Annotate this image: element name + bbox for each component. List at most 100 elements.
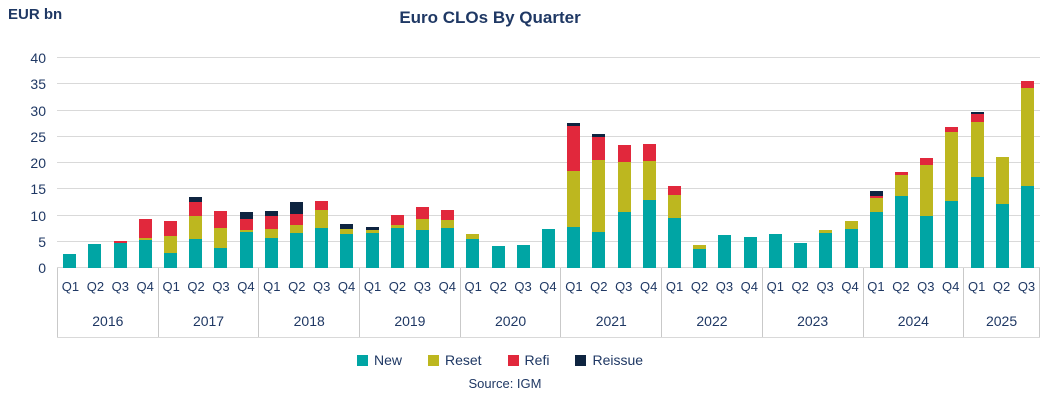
bar-segment-reset [869, 198, 883, 212]
year-group-labels-2016: Q1 Q2 Q3 Q4 2016 [57, 268, 159, 337]
year-group-bars-2023 [763, 58, 864, 268]
bar-segment-reset [894, 175, 908, 196]
bar-segment-refi [189, 201, 203, 217]
year-tick-label: 2017 [192, 313, 225, 330]
bar-segment-new [768, 233, 782, 268]
bar-slot [107, 58, 132, 268]
bar-segment-new [592, 232, 606, 268]
bar-segment-new [491, 246, 505, 268]
stacked-bar-2020-Q1 [466, 233, 480, 268]
bar-segment-new [63, 253, 77, 268]
stacked-bar-2017-Q4 [239, 212, 253, 268]
year-tick-label: 2016 [92, 313, 124, 330]
quarter-tick-label: Q3 [1017, 279, 1036, 295]
bar-segment-refi [315, 200, 329, 211]
quarter-labels-row: Q1 Q2 Q3 Q4 [159, 268, 259, 305]
bar-slot [738, 58, 763, 268]
bar-segment-refi [668, 185, 682, 196]
bar-segment-new [113, 243, 127, 268]
stacked-bar-2018-Q1 [264, 211, 278, 268]
bar-slot [158, 58, 183, 268]
bar-segment-reset [1020, 87, 1034, 186]
bar-segment-reissue [365, 227, 379, 231]
bar-segment-reset [138, 237, 152, 241]
bar-segment-new [189, 239, 203, 268]
year-group-labels-2023: Q1 Q2 Q3 Q4 2023 [763, 268, 864, 337]
quarter-tick-label: Q4 [136, 279, 154, 295]
quarter-tick-label: Q4 [740, 279, 759, 295]
year-group-bars-2020 [460, 58, 561, 268]
gridline [57, 83, 1040, 85]
bar-segment-refi [945, 126, 959, 132]
quarter-tick-label: Q4 [639, 279, 658, 295]
bar-segment-reset [340, 229, 354, 234]
bar-slot [637, 58, 662, 268]
bar-slot [309, 58, 334, 268]
bar-slot [460, 58, 485, 268]
bar-segment-reset [315, 210, 329, 229]
quarter-labels-row: Q1 Q2 Q3 Q4 [461, 268, 561, 305]
year-tick-label: 2021 [595, 313, 627, 330]
bar-segment-reissue [239, 212, 253, 220]
quarter-labels-row: Q1 Q2 Q3 [964, 268, 1039, 305]
bar-slot [385, 58, 410, 268]
bar-segment-new [567, 227, 581, 268]
bar-slot [259, 58, 284, 268]
legend-swatch-new-icon [356, 354, 368, 366]
bar-slot [208, 58, 233, 268]
stacked-bar-2021-Q4 [642, 143, 656, 268]
quarter-tick-label: Q4 [942, 279, 960, 295]
y-tick-label: 0 [38, 260, 46, 276]
gridline [57, 135, 1040, 137]
bar-segment-refi [567, 126, 581, 172]
year-group-labels-2021: Q1 Q2 Q3 Q4 2021 [561, 268, 663, 337]
y-tick-label: 20 [30, 155, 46, 171]
bars-layer [57, 58, 1040, 268]
bar-segment-reissue [189, 197, 203, 202]
bar-segment-reset [441, 220, 455, 229]
bar-slot [838, 58, 863, 268]
stacked-bar-2021-Q2 [592, 133, 606, 268]
stacked-bar-2023-Q2 [794, 242, 808, 268]
year-tick-label: 2023 [797, 313, 829, 330]
gridline [57, 162, 1040, 163]
bar-slot [612, 58, 637, 268]
bar-segment-reset [844, 220, 858, 229]
stacked-bar-2020-Q3 [516, 244, 530, 268]
bar-segment-refi [163, 221, 177, 236]
legend-item-refi: Refi [507, 352, 549, 368]
legend: New Reset Refi Reissue [0, 352, 1000, 368]
year-tick-label: 2019 [394, 313, 426, 330]
x-axis-area: Q1 Q2 Q3 Q4 2016 Q1 Q2 Q3 Q4 2017 Q1 Q2 Q3 Q4 2018 Q1 Q2… [57, 268, 1040, 338]
y-tick-label: 30 [30, 102, 46, 119]
gridline [57, 109, 1040, 111]
bar-slot [1015, 58, 1040, 268]
bar-slot [435, 58, 460, 268]
bar-segment-new [642, 199, 656, 268]
quarter-tick-label: Q2 [388, 279, 407, 295]
stacked-bar-2019-Q3 [415, 206, 429, 268]
bar-slot [183, 58, 208, 268]
bar-segment-reset [390, 225, 404, 229]
quarter-tick-label: Q2 [791, 279, 809, 295]
bar-segment-refi [642, 143, 656, 161]
stacked-bar-2018-Q3 [315, 200, 329, 268]
year-tick-label: 2020 [495, 313, 527, 330]
quarter-tick-label: Q3 [111, 279, 129, 295]
stacked-bar-2023-Q1 [768, 233, 782, 268]
quarter-tick-label: Q3 [917, 279, 935, 295]
bar-segment-refi [869, 196, 883, 199]
bar-segment-new [88, 244, 102, 268]
quarter-tick-label: Q1 [464, 279, 482, 295]
quarter-tick-label: Q1 [61, 279, 80, 295]
bar-segment-new [466, 239, 480, 268]
bar-segment-new [542, 229, 556, 268]
quarter-tick-label: Q2 [992, 279, 1011, 295]
bar-slot [864, 58, 889, 268]
quarter-tick-label: Q3 [615, 279, 633, 295]
stacked-bar-2021-Q3 [617, 144, 631, 268]
year-tick-label: 2025 [985, 313, 1018, 330]
stacked-bar-2025-Q2 [995, 157, 1009, 268]
bar-segment-new [970, 177, 984, 268]
quarter-tick-label: Q3 [816, 279, 834, 295]
